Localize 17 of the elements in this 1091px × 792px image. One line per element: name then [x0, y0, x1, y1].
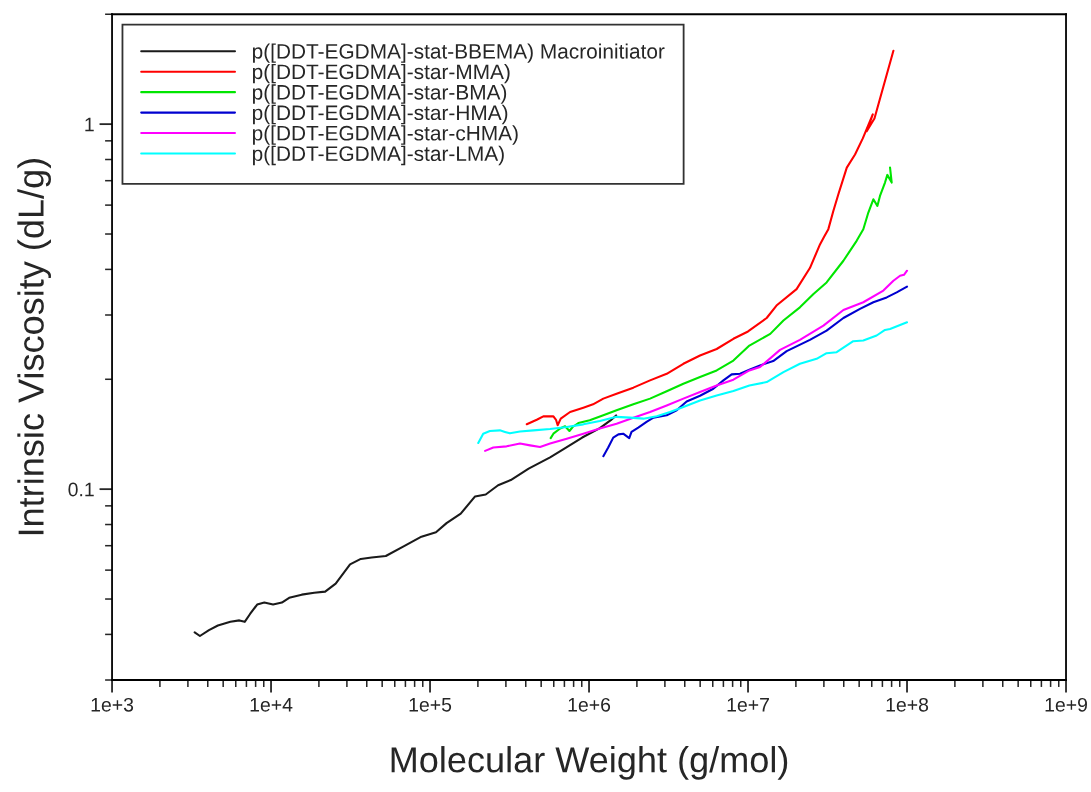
x-tick-label: 1e+9 [1045, 697, 1087, 712]
x-tick-label: 1e+8 [886, 697, 929, 712]
y-axis-title: Intrinsic Viscosity (dL/g) [17, 159, 51, 535]
legend-label: p([DDT-EGDMA]-star-BMA) [252, 84, 507, 104]
legend-label: p([DDT-EGDMA]-star-LMA) [252, 145, 504, 166]
x-tick-label: 1e+3 [91, 697, 134, 712]
legend-label: p([DDT-EGDMA]-stat-BBEMA) Macroinitiator [252, 43, 665, 63]
legend-label: p([DDT-EGDMA]-star-MMA) [252, 63, 510, 84]
x-tick-label: 1e+5 [409, 698, 452, 712]
y-tick-label: 1 [85, 117, 94, 132]
legend-label: p([DDT-EGDMA]-star-cHMA) [252, 125, 518, 145]
x-tick-label: 1e+4 [250, 698, 293, 712]
x-axis-title: Molecular Weight (g/mol) [391, 746, 788, 780]
legend-label: p([DDT-EGDMA]-star-HMA) [252, 104, 508, 125]
x-tick-label: 1e+7 [727, 698, 769, 712]
y-tick-label: 0.1 [68, 482, 94, 497]
x-tick-label: 1e+6 [568, 697, 611, 712]
